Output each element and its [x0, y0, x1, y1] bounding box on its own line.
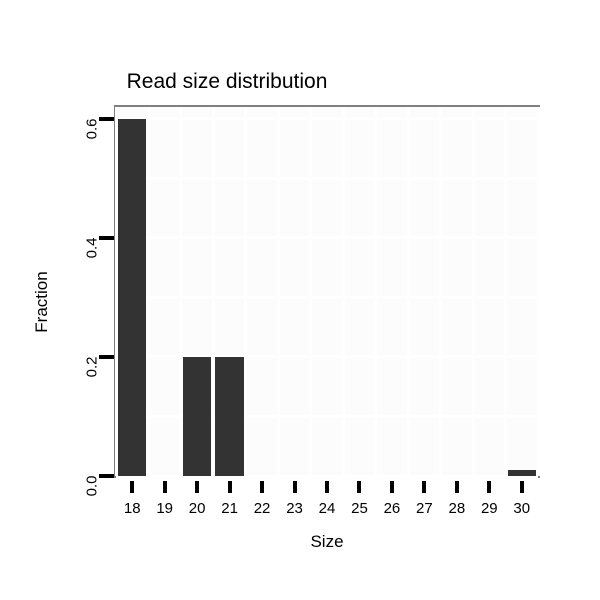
gridline-vertical	[536, 107, 540, 476]
x-axis-tick-mark	[519, 481, 524, 493]
x-axis-tick-mark	[325, 481, 329, 493]
bar	[183, 356, 212, 476]
x-axis-tick-mark	[130, 481, 135, 493]
chart-title: Read size distribution	[0, 70, 600, 94]
gridline-vertical	[341, 107, 345, 476]
x-axis-tick-label: 22	[253, 500, 271, 517]
x-axis-tick-label: 19	[156, 500, 174, 517]
gridline-vertical	[406, 107, 410, 476]
gridline-vertical	[114, 107, 118, 476]
x-axis-tick-mark	[195, 481, 200, 493]
x-axis-title: Size	[114, 532, 540, 552]
gridline-horizontal	[116, 236, 538, 240]
y-axis-tick-label-text: 0.4	[83, 237, 101, 259]
y-axis-tick-mark	[99, 116, 114, 121]
gridline-vertical	[471, 107, 475, 476]
x-axis-tick-label: 23	[286, 500, 303, 517]
y-axis-tick-mark	[99, 235, 114, 240]
gridline-vertical	[439, 107, 443, 476]
x-axis-tick-label: 27	[416, 500, 433, 517]
y-axis-tick-label: 0.6	[0, 110, 101, 139]
x-axis-tick-mark	[260, 481, 265, 493]
x-axis-tick-mark	[227, 481, 232, 493]
x-axis-tick-mark	[357, 481, 362, 493]
gridline-vertical	[146, 107, 150, 476]
x-axis-tick-label: 29	[480, 500, 498, 517]
x-axis-tick-mark	[162, 481, 167, 493]
gridline-vertical	[309, 107, 313, 476]
gridline-vertical	[276, 107, 280, 476]
x-axis-tick-mark	[292, 481, 297, 493]
y-axis-tick-label-text: 0.2	[83, 356, 101, 378]
x-axis-tick-label: 21	[221, 500, 238, 517]
x-axis-tick-mark	[389, 481, 394, 493]
gridline-vertical	[179, 107, 183, 476]
y-axis-title-text: Fraction	[32, 271, 51, 333]
chart-title-text: Read size distribution	[126, 70, 328, 93]
bar-series	[116, 107, 538, 476]
y-axis-tick-label: 0.0	[0, 467, 101, 497]
x-axis-title-text: Size	[310, 532, 344, 551]
x-axis-tick-mark	[487, 481, 492, 493]
x-axis-tick-label: 25	[351, 500, 368, 517]
bar	[215, 356, 244, 476]
y-axis-tick-mark	[99, 354, 114, 359]
x-axis-tick-mark	[454, 481, 459, 493]
gridline-horizontal	[116, 474, 538, 478]
x-axis-tick-label: 28	[448, 500, 466, 517]
gridline-vertical	[211, 107, 215, 476]
gridlines	[114, 107, 540, 478]
x-axis-tick-label: 20	[188, 500, 206, 517]
gridline-horizontal	[116, 295, 538, 299]
gridline-horizontal	[116, 355, 538, 359]
gridline-vertical	[244, 107, 248, 476]
y-axis-title: Fraction	[31, 236, 53, 366]
y-axis-tick-label-text: 0.6	[83, 118, 101, 140]
gridline-vertical	[374, 107, 378, 476]
gridline-vertical	[504, 107, 508, 476]
x-axis-tick-mark	[422, 481, 427, 493]
y-axis-tick-label-text: 0.0	[83, 475, 101, 497]
y-axis-tick-mark	[99, 474, 114, 478]
bar	[118, 118, 147, 476]
x-axis-tick-label: 30	[513, 500, 531, 517]
gridline-horizontal	[116, 414, 538, 418]
x-axis-tick-label: 26	[383, 500, 401, 517]
gridline-horizontal	[116, 176, 538, 180]
plot-panel	[114, 105, 540, 478]
bar	[507, 470, 536, 476]
x-axis-tick-label: 24	[318, 500, 336, 517]
x-axis-tick-label: 18	[123, 500, 141, 517]
gridline-horizontal	[116, 117, 538, 121]
